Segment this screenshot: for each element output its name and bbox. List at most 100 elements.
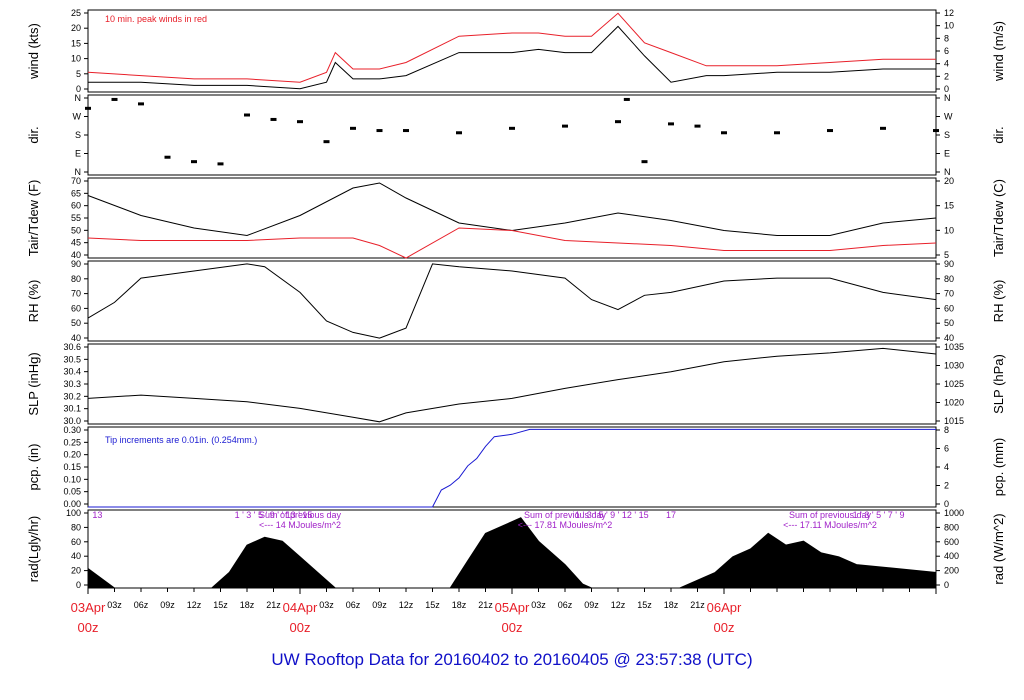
y-tick-label-left: 0.00 xyxy=(63,499,81,509)
y-tick-label-right: 600 xyxy=(944,537,959,547)
y-axis-label-left: wind (kts) xyxy=(26,23,41,80)
data-point xyxy=(827,129,833,133)
y-tick-label-right: 1000 xyxy=(944,508,964,518)
y-tick-label-left: 0.10 xyxy=(63,474,81,484)
y-axis-label-right: wind (m/s) xyxy=(991,21,1006,82)
x-tick-label: 21z xyxy=(266,600,281,610)
x-axis: 03z 06z 09z 12z 15z 18z 21z 03z 06z 09z 12z 15z 18z 2… xyxy=(71,588,937,635)
y-tick-label-left: N xyxy=(75,93,82,103)
y-tick-label-right: 10 xyxy=(944,21,954,31)
x-tick-label: 09z xyxy=(584,600,599,610)
y-tick-label-right: 40 xyxy=(944,333,954,343)
data-point xyxy=(562,124,568,128)
y-tick-label-right: 8 xyxy=(944,33,949,43)
y-axis-label-left: SLP (inHg) xyxy=(26,352,41,415)
radiation-annotation: 13 xyxy=(92,510,102,520)
y-tick-label-right: 800 xyxy=(944,522,959,532)
y-tick-label-left: 40 xyxy=(71,551,81,561)
y-tick-label-right: 8 xyxy=(944,425,949,435)
data-point xyxy=(138,102,144,106)
panel-frame xyxy=(87,260,937,342)
y-tick-label-left: 0.20 xyxy=(63,450,81,460)
panel-frame xyxy=(87,343,937,425)
panel-temp: 40 45 50 55 60 65 70 5 10 15 20 Tair/Tdew (F) Tair/T… xyxy=(26,176,1006,260)
y-tick-label-left: 80 xyxy=(71,274,81,284)
y-tick-label-left: 30.2 xyxy=(63,391,81,401)
y-tick-label-left: 60 xyxy=(71,303,81,313)
data-point xyxy=(403,129,409,133)
data-point xyxy=(623,97,630,101)
y-tick-label-left: 65 xyxy=(71,188,81,198)
data-point xyxy=(376,129,383,133)
x-major-date: 05Apr xyxy=(495,600,530,615)
y-tick-label-right: 1035 xyxy=(944,342,964,352)
x-tick-label: 15z xyxy=(637,600,652,610)
x-tick-label: 18z xyxy=(452,600,467,610)
y-tick-label-right: 4 xyxy=(944,462,949,472)
data-point xyxy=(111,97,118,101)
x-tick-label: 06z xyxy=(134,600,149,610)
panel-frame xyxy=(87,9,937,93)
y-tick-label-left: 90 xyxy=(71,259,81,269)
x-tick-label: 18z xyxy=(664,600,679,610)
y-axis-label-right: rad (W/m^2) xyxy=(991,513,1006,584)
y-tick-label-left: 50 xyxy=(71,225,81,235)
y-tick-label-left: 30.6 xyxy=(63,342,81,352)
data-point xyxy=(244,113,250,117)
y-tick-label-right: 200 xyxy=(944,566,959,576)
y-tick-label-right: 1025 xyxy=(944,379,964,389)
y-tick-label-right: 6 xyxy=(944,46,949,56)
y-tick-label-right: 0 xyxy=(944,580,949,590)
y-tick-label-right: 50 xyxy=(944,318,954,328)
y-tick-label-right: 10 xyxy=(944,225,954,235)
x-major-date: 03Apr xyxy=(71,600,106,615)
x-tick-label: 09z xyxy=(372,600,387,610)
y-tick-label-right: 90 xyxy=(944,259,954,269)
y-tick-label-left: 45 xyxy=(71,238,81,248)
data-point xyxy=(297,120,303,124)
series-line-0 xyxy=(88,25,936,90)
y-tick-label-left: 100 xyxy=(66,508,81,518)
x-major-time: 00z xyxy=(290,620,311,635)
panel-pcp: 0.00 0.05 0.10 0.15 0.20 0.25 0.30 0 2 4 6 8 pcp. (i… xyxy=(26,425,1006,509)
y-tick-label-right: 12 xyxy=(944,8,954,18)
data-point xyxy=(270,117,277,121)
y-tick-label-left: S xyxy=(75,130,81,140)
x-tick-label: 21z xyxy=(690,600,705,610)
panel-frame xyxy=(87,94,937,176)
panel-annotation: 10 min. peak winds in red xyxy=(105,14,207,24)
y-tick-label-left: 70 xyxy=(71,289,81,299)
data-point xyxy=(164,155,171,159)
data-point xyxy=(350,126,356,130)
x-major-time: 00z xyxy=(502,620,523,635)
y-tick-label-left: 0 xyxy=(76,580,81,590)
radiation-annotation: 1 ' 3 ' 5 ' 9 ' ' 13 ' 15 xyxy=(235,510,313,520)
y-tick-label-left: 40 xyxy=(71,333,81,343)
radiation-annotation: 1 ' 3 ' 5 ' 7 ' 9 xyxy=(853,510,905,520)
y-tick-label-left: 30.1 xyxy=(63,404,81,414)
x-tick-label: 15z xyxy=(213,600,228,610)
page-title: UW Rooftop Data for 20160402 to 20160405… xyxy=(271,650,753,669)
y-tick-label-right: 20 xyxy=(944,176,954,186)
data-point xyxy=(217,162,224,166)
y-axis-label-right: pcp. (mm) xyxy=(991,438,1006,497)
data-point xyxy=(509,126,515,130)
y-axis-label-right: RH (%) xyxy=(991,280,1006,323)
x-tick-label: 03z xyxy=(107,600,122,610)
y-tick-label-left: N xyxy=(75,167,82,177)
x-tick-label: 12z xyxy=(611,600,626,610)
x-tick-label: 12z xyxy=(399,600,414,610)
data-point xyxy=(191,160,197,164)
y-tick-label-right: 1020 xyxy=(944,398,964,408)
y-tick-label-right: W xyxy=(944,112,953,122)
x-tick-label: 15z xyxy=(425,600,440,610)
panel-annotation: Tip increments are 0.01in. (0.254mm.) xyxy=(105,435,257,445)
y-tick-label-right: 15 xyxy=(944,201,954,211)
y-axis-label-left: rad(Lgly/hr) xyxy=(26,516,41,582)
x-tick-label: 06z xyxy=(346,600,361,610)
y-tick-label-left: 30.0 xyxy=(63,416,81,426)
y-tick-label-right: 60 xyxy=(944,303,954,313)
y-tick-label-left: 40 xyxy=(71,250,81,260)
